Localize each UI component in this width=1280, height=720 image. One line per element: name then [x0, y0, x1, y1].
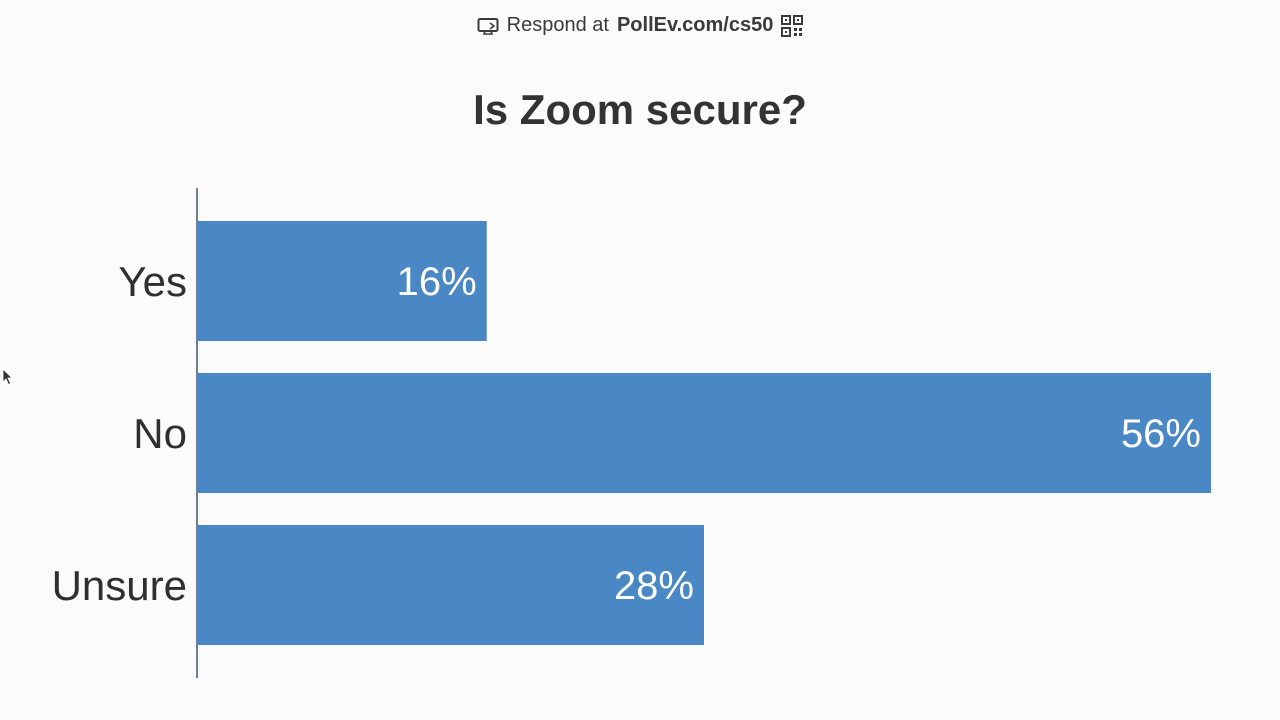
qr-code-icon[interactable]	[781, 14, 804, 37]
poll-url-link[interactable]: PollEv.com/cs50	[616, 14, 774, 36]
bar-yes	[197, 221, 487, 341]
respond-at-text: Respond at	[506, 14, 609, 36]
screen-share-icon	[477, 17, 499, 35]
bar-unsure	[197, 525, 704, 645]
category-label-unsure: Unsure	[52, 562, 187, 609]
poll-header: Respond at PollEv.com/cs50	[0, 14, 1280, 37]
value-label-unsure: 28%	[614, 564, 694, 608]
mouse-cursor-icon	[2, 368, 14, 391]
value-label-no: 56%	[1121, 412, 1201, 456]
chart-title: Is Zoom secure?	[473, 86, 807, 133]
value-label-yes: 16%	[397, 260, 477, 304]
bar-no	[197, 373, 1211, 493]
category-label-yes: Yes	[118, 258, 187, 305]
category-label-no: No	[133, 410, 187, 457]
